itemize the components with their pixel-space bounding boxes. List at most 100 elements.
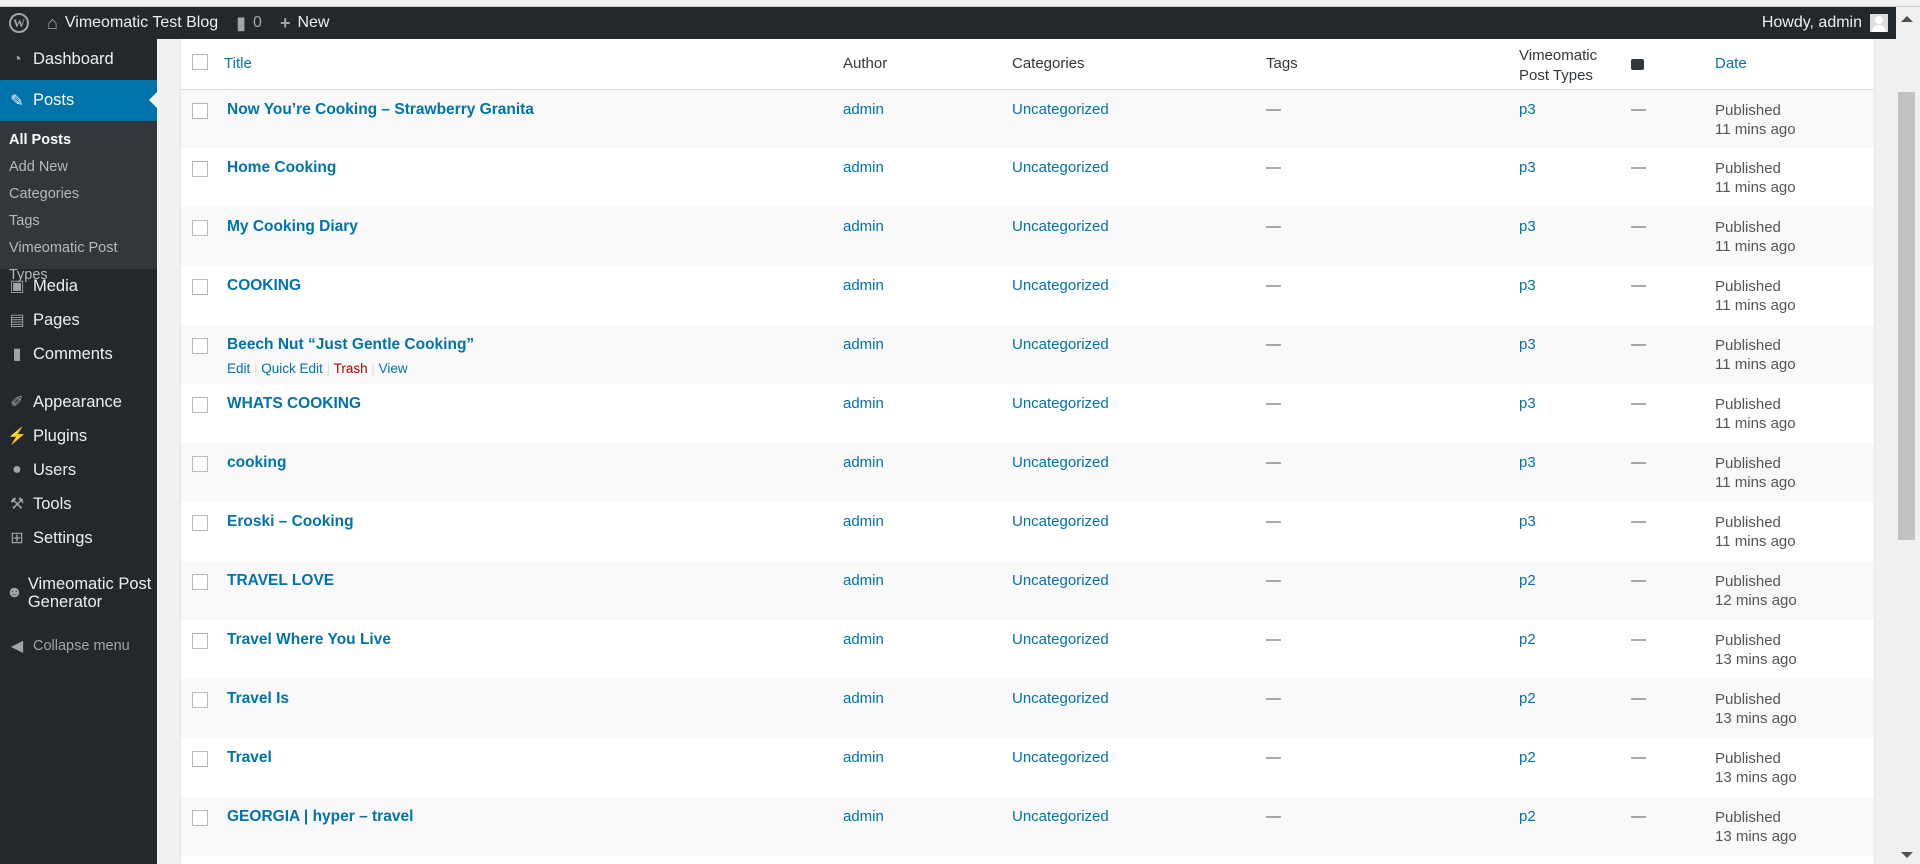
sidebar-item-settings[interactable]: ⊞ Settings <box>0 521 157 555</box>
post-title-link[interactable]: cooking <box>227 454 287 471</box>
category-link[interactable]: Uncategorized <box>1012 336 1109 353</box>
post-title-link[interactable]: Beech Nut “Just Gentle Cooking” <box>227 336 475 353</box>
column-comments[interactable] <box>1631 39 1715 90</box>
post-title-link[interactable]: Eroski – Cooking <box>227 513 354 530</box>
sidebar-item-comments[interactable]: ▮ Comments <box>0 337 157 371</box>
post-title-link[interactable]: My Cooking Diary <box>227 218 358 235</box>
row-checkbox[interactable] <box>192 633 208 649</box>
author-link[interactable]: admin <box>843 513 884 530</box>
row-checkbox[interactable] <box>192 692 208 708</box>
sidebar-item-tools[interactable]: ⚒ Tools <box>0 487 157 521</box>
category-link[interactable]: Uncategorized <box>1012 159 1109 176</box>
category-link[interactable]: Uncategorized <box>1012 808 1109 825</box>
author-link[interactable]: admin <box>843 749 884 766</box>
select-all-checkbox[interactable] <box>192 53 208 70</box>
sidebar-item-plugins[interactable]: ⚡ Plugins <box>7 426 88 446</box>
post-type-link[interactable]: p3 <box>1519 100 1536 118</box>
brush-icon: ✐ <box>10 394 24 411</box>
row-checkbox[interactable] <box>192 279 208 295</box>
category-link[interactable]: Uncategorized <box>1012 100 1109 118</box>
row-checkbox[interactable] <box>192 574 208 590</box>
row-action-quick-edit[interactable]: Quick Edit <box>261 361 323 376</box>
post-type-link[interactable]: p3 <box>1519 513 1536 530</box>
submenu-item-vimeomatic-post-types[interactable]: Vimeomatic Post Types <box>9 240 118 283</box>
row-checkbox[interactable] <box>192 397 208 413</box>
post-title-link[interactable]: Home Cooking <box>227 159 337 176</box>
author-link[interactable]: admin <box>843 572 884 589</box>
author-link[interactable]: admin <box>843 159 884 176</box>
post-type-link[interactable]: p2 <box>1519 572 1536 589</box>
category-link[interactable]: Uncategorized <box>1012 218 1109 235</box>
sidebar-item-media[interactable]: ▣ Media <box>0 269 157 303</box>
author-link[interactable]: admin <box>843 218 884 235</box>
post-type-link[interactable]: p2 <box>1519 631 1536 648</box>
category-link[interactable]: Uncategorized <box>1012 395 1109 412</box>
post-title-link[interactable]: Travel Where You Live <box>227 631 391 648</box>
category-link[interactable]: Uncategorized <box>1012 749 1109 766</box>
sidebar-item-collapse-menu[interactable]: ◀ Collapse menu <box>0 629 157 663</box>
new-content-link[interactable]: + New <box>279 12 330 33</box>
post-title-link[interactable]: Travel Is <box>227 690 290 707</box>
post-type-link[interactable]: p2 <box>1519 808 1536 825</box>
column-title[interactable]: Title <box>224 39 843 90</box>
tags-cell: — <box>1266 561 1519 620</box>
author-link[interactable]: admin <box>843 395 884 412</box>
author-link[interactable]: admin <box>843 631 884 648</box>
author-link[interactable]: admin <box>843 277 884 294</box>
sidebar-item-dashboard[interactable]: ◔ Dashboard <box>0 39 157 80</box>
row-checkbox[interactable] <box>192 161 208 177</box>
post-title-link[interactable]: GEORGIA | hyper – travel <box>227 808 414 825</box>
row-checkbox[interactable] <box>192 102 208 119</box>
submenu-item-add-new[interactable]: Add New <box>9 159 68 175</box>
author-link[interactable]: admin <box>843 690 884 707</box>
author-link[interactable]: admin <box>843 454 884 471</box>
sidebar-item-pages[interactable]: ▤ Pages <box>0 303 157 337</box>
post-title-link[interactable]: Travel <box>227 749 272 766</box>
category-link[interactable]: Uncategorized <box>1012 513 1109 530</box>
post-type-link[interactable]: p3 <box>1519 277 1536 294</box>
category-link[interactable]: Uncategorized <box>1012 572 1109 589</box>
post-type-link[interactable]: p3 <box>1519 218 1536 235</box>
row-action-edit[interactable]: Edit <box>227 361 251 376</box>
post-title-link[interactable]: COOKING <box>227 277 302 294</box>
row-checkbox[interactable] <box>192 751 208 767</box>
post-type-link[interactable]: p3 <box>1519 454 1536 471</box>
post-title-link[interactable]: Now You’re Cooking – Strawberry Granita <box>227 100 534 118</box>
my-account-link[interactable]: Howdy, admin <box>1762 7 1888 39</box>
comments-link[interactable]: ▮ 0 <box>236 12 262 33</box>
row-checkbox[interactable] <box>192 338 208 354</box>
author-link[interactable]: admin <box>843 336 884 353</box>
author-link[interactable]: admin <box>843 100 884 118</box>
site-name-link[interactable]: ⌂ Vimeomatic Test Blog <box>47 12 219 33</box>
row-checkbox[interactable] <box>192 456 208 472</box>
submenu-item-tags[interactable]: Tags <box>9 213 40 229</box>
row-action-trash[interactable]: Trash <box>333 361 368 376</box>
row-checkbox[interactable] <box>192 220 208 236</box>
post-type-link[interactable]: p3 <box>1519 336 1536 353</box>
row-checkbox[interactable] <box>192 515 208 531</box>
wordpress-logo-icon[interactable]: W <box>0 7 38 39</box>
post-type-link[interactable]: p3 <box>1519 159 1536 176</box>
post-title-link[interactable]: TRAVEL LOVE <box>227 572 335 589</box>
sidebar-item-appearance[interactable]: ✐ Appearance <box>0 385 157 419</box>
author-link[interactable]: admin <box>843 808 884 825</box>
category-link[interactable]: Uncategorized <box>1012 690 1109 707</box>
sidebar-item-posts[interactable]: ✎ Posts <box>0 80 157 121</box>
scroll-up-arrow-icon[interactable] <box>1901 10 1913 22</box>
post-title-link[interactable]: WHATS COOKING <box>227 395 362 412</box>
sidebar-item-users[interactable]: ● Users <box>0 453 157 487</box>
post-type-link[interactable]: p2 <box>1519 749 1536 766</box>
category-link[interactable]: Uncategorized <box>1012 454 1109 471</box>
column-date[interactable]: Date <box>1715 39 1874 90</box>
scroll-down-arrow-icon[interactable] <box>1901 852 1913 864</box>
category-link[interactable]: Uncategorized <box>1012 277 1109 294</box>
sidebar-item-vimeomatic-post-generator[interactable]: ☻ Vimeomatic Post Generator <box>6 575 152 611</box>
category-link[interactable]: Uncategorized <box>1012 631 1109 648</box>
submenu-item-all-posts[interactable]: All Posts <box>9 132 72 148</box>
row-action-view[interactable]: View <box>378 361 408 376</box>
scrollbar-thumb[interactable] <box>1898 92 1915 540</box>
post-type-link[interactable]: p2 <box>1519 690 1536 707</box>
post-type-link[interactable]: p3 <box>1519 395 1536 412</box>
submenu-item-categories[interactable]: Categories <box>9 186 80 202</box>
row-checkbox[interactable] <box>192 810 208 826</box>
